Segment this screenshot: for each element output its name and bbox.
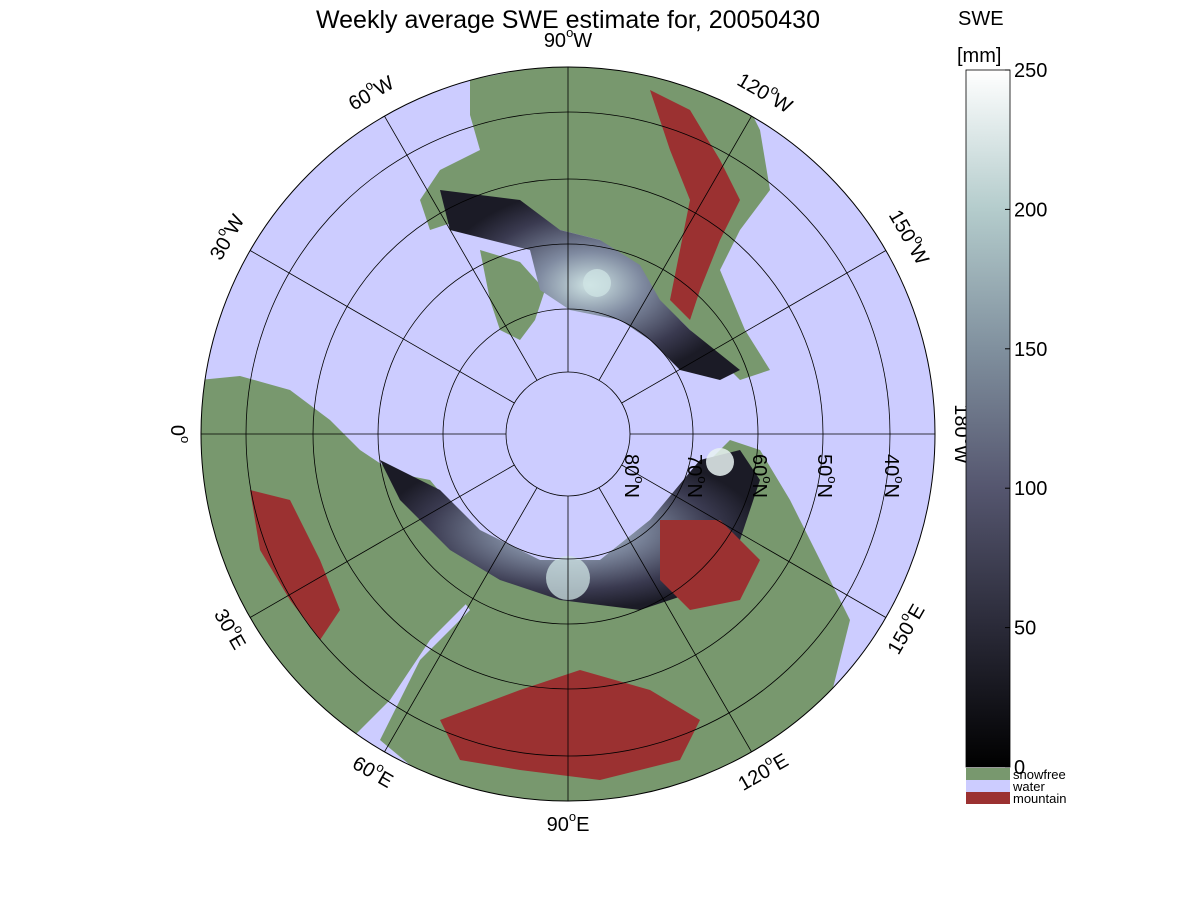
longitude-hemisphere: W	[904, 242, 933, 269]
degree-sup: o	[695, 476, 710, 483]
meridian-line	[598, 115, 752, 381]
meridian-line	[598, 487, 752, 753]
legend-label-mountain: mountain	[1013, 791, 1066, 806]
longitude-hemisphere: W	[371, 72, 398, 101]
meridian-line	[384, 487, 538, 753]
meridian-line	[384, 115, 538, 381]
longitude-value: 60	[348, 753, 378, 783]
degree-sup: o	[178, 436, 193, 443]
graticule	[201, 67, 935, 801]
latitude-label: 40oN	[880, 454, 907, 498]
colorbar-tick-label: 100	[1014, 478, 1047, 500]
latitude-value: 70	[683, 454, 705, 476]
longitude-label: 90oW	[544, 25, 592, 52]
longitude-value: 90	[547, 814, 569, 836]
longitude-label: 150oW	[884, 204, 937, 269]
degree-sup: o	[632, 476, 647, 483]
degree-sup: o	[569, 809, 576, 824]
legend-swatch-mountain	[966, 792, 1010, 804]
longitude-hemisphere: E	[576, 814, 589, 836]
meridians	[201, 67, 935, 801]
colorbar-tick-label: 150	[1014, 339, 1047, 361]
longitude-label: 0o	[166, 425, 193, 443]
longitude-label: 120oE	[732, 746, 792, 796]
colorbar-title-line1: SWE	[958, 8, 1004, 30]
colorbar-tick-label: 0	[1014, 757, 1025, 779]
longitude-value: 120	[733, 69, 773, 105]
colorbar-title-line2: [mm]	[957, 45, 1001, 67]
longitude-label: 60oW	[343, 68, 398, 115]
mountain-rockies	[650, 90, 740, 320]
latitude-value: 60	[748, 454, 770, 476]
legend-swatch-water	[966, 780, 1010, 792]
colorbar-tick-label: 200	[1014, 199, 1047, 221]
longitude-hemisphere: E	[224, 631, 250, 654]
mountain-central-asia	[440, 670, 700, 780]
latitude-hemisphere: N	[620, 484, 642, 498]
longitude-label: 30oW	[202, 209, 249, 264]
degree-sup: o	[566, 25, 573, 40]
latitude-label: 80oN	[620, 454, 647, 498]
meridian-line	[621, 464, 887, 618]
latitude-value: 50	[813, 454, 835, 476]
degree-sup: o	[892, 476, 907, 483]
longitude-label: 90oE	[547, 809, 590, 836]
polar-map	[200, 66, 936, 802]
colorbar-tick-label: 50	[1014, 618, 1036, 640]
legend-label-water: water	[1012, 779, 1045, 794]
colorbar-tick-label: 250	[1014, 60, 1047, 82]
meridian-line	[621, 250, 887, 404]
longitude-value: 0	[166, 425, 188, 436]
degree-sup: o	[825, 476, 840, 483]
colorbar-ticks: 0 50 100 150 200 250	[1005, 60, 1047, 779]
mountain-siberia	[660, 520, 760, 610]
latitude-value: 40	[880, 454, 902, 476]
longitude-hemisphere: W	[573, 30, 592, 52]
latitude-hemisphere: N	[683, 484, 705, 498]
swe-peak-canada	[583, 269, 611, 297]
legend-label-snowfree: snowfree	[1013, 767, 1066, 782]
colorbar: SWE [mm] 0 50 100 150 200 250 snowfreewatermo…	[957, 8, 1066, 806]
longitude-value: 150	[884, 619, 920, 659]
mountain-alps-caucasus	[250, 490, 340, 640]
legend-swatch-snowfree	[966, 768, 1010, 780]
map-boundary	[200, 66, 936, 802]
latitude-hemisphere: N	[880, 484, 902, 498]
latitude-label: 70oN	[683, 454, 710, 498]
latitude-hemisphere: N	[748, 484, 770, 498]
meridian-line	[249, 464, 515, 618]
longitude-hemisphere: E	[770, 750, 793, 776]
swe-peak-kamchatka	[706, 448, 734, 476]
latitude-label: 60oN	[748, 454, 775, 498]
degree-sup: o	[760, 476, 775, 483]
longitude-value: 30	[206, 234, 236, 264]
latitude-value: 80	[620, 454, 642, 476]
colorbar-gradient	[965, 69, 1011, 768]
longitude-value: 90	[544, 30, 566, 52]
meridian-line	[249, 250, 515, 404]
latitude-hemisphere: N	[813, 484, 835, 498]
land-greenland	[480, 250, 545, 340]
map-title: Weekly average SWE estimate for, 2005043…	[316, 6, 820, 34]
latitude-label: 50oN	[813, 454, 840, 498]
longitude-label: 120oW	[733, 65, 798, 118]
